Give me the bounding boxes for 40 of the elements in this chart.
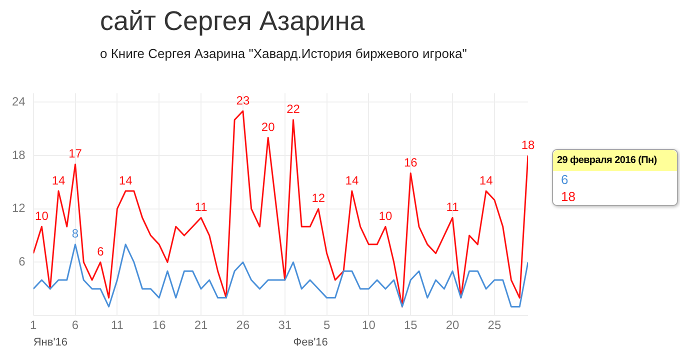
x-tick-label: 10 bbox=[362, 318, 376, 332]
data-label: 23 bbox=[236, 93, 250, 108]
y-tick-label: 12 bbox=[12, 201, 26, 216]
data-label: 12 bbox=[312, 191, 326, 206]
text: 6 bbox=[560, 171, 570, 188]
x-tick-label: 1 bbox=[30, 318, 38, 332]
x-tick-label: 25 bbox=[488, 318, 502, 332]
data-label: 14 bbox=[345, 173, 359, 188]
data-label: 11 bbox=[194, 200, 208, 214]
y-tick-label: 24 bbox=[12, 94, 26, 108]
data-label: 18 bbox=[521, 138, 535, 152]
x-tick-label: 31 bbox=[278, 318, 292, 332]
x-tick-label: 16 bbox=[152, 318, 166, 332]
x-tick-label: 15 bbox=[404, 318, 418, 332]
data-label: 10 bbox=[35, 208, 49, 223]
data-label: 10 bbox=[378, 208, 392, 223]
data-label: 20 bbox=[261, 120, 276, 134]
x-tick-label: 21 bbox=[194, 318, 208, 332]
y-tick-label: 18 bbox=[12, 148, 26, 162]
data-label: 14 bbox=[118, 173, 133, 188]
text: 29 февраля 2016 (Пн) bbox=[553, 150, 677, 171]
x-tick-label: 6 bbox=[72, 318, 79, 332]
text: Фев'16 bbox=[293, 336, 328, 349]
data-label: 17 bbox=[68, 146, 82, 161]
data-label: 14 bbox=[479, 173, 494, 188]
x-tick-label: 20 bbox=[446, 318, 460, 332]
text: Янв'16 bbox=[33, 336, 68, 349]
data-label: 8 bbox=[72, 226, 79, 241]
x-tick-label: 5 bbox=[323, 318, 330, 332]
y-tick-label: 6 bbox=[18, 254, 26, 269]
data-label: 16 bbox=[404, 156, 418, 170]
data-label: 6 bbox=[97, 244, 104, 259]
data-label: 22 bbox=[286, 102, 300, 116]
chart-title: сайт Сергея Азарина bbox=[100, 6, 365, 37]
chart-subtitle: о Книге Сергея Азарина "Хавард.История биржевого игрока" bbox=[100, 46, 467, 61]
text: 18 bbox=[560, 188, 576, 205]
x-tick-label: 26 bbox=[236, 318, 250, 332]
x-tick-label: 11 bbox=[110, 318, 124, 332]
data-label: 11 bbox=[446, 200, 460, 214]
data-label: 14 bbox=[52, 173, 66, 188]
